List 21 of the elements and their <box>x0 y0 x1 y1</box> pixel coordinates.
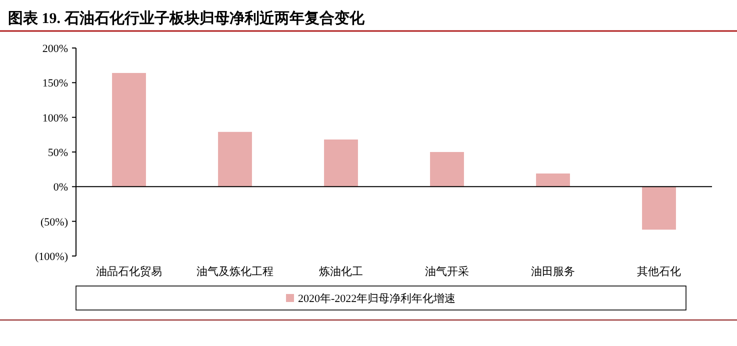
bar <box>112 72 146 187</box>
bar <box>536 173 570 187</box>
bar <box>430 152 464 187</box>
x-tick-label: 油田服务 <box>531 265 575 278</box>
y-tick-label: 200% <box>42 43 68 55</box>
y-tick-label: (100%) <box>35 251 68 263</box>
y-tick-label: 150% <box>42 78 68 90</box>
legend-label: 2020年-2022年归母净利年化增速 <box>298 292 456 305</box>
y-tick-label: 50% <box>48 147 68 159</box>
bar <box>324 140 358 187</box>
y-tick-label: 100% <box>42 112 68 124</box>
chart-title: 图表 19. 石油石化行业子板块归母净利近两年复合变化 <box>8 9 366 27</box>
x-tick-label: 炼油化工 <box>319 265 363 278</box>
y-tick-label: 0% <box>53 182 68 194</box>
bar <box>218 132 252 187</box>
x-tick-label: 油气开采 <box>425 265 469 278</box>
y-tick-label: (50%) <box>40 216 68 228</box>
x-tick-label: 其他石化 <box>637 265 681 278</box>
bar <box>642 186 676 230</box>
x-tick-label: 油气及炼化工程 <box>196 265 274 278</box>
x-tick-label: 油品石化贸易 <box>96 265 162 278</box>
